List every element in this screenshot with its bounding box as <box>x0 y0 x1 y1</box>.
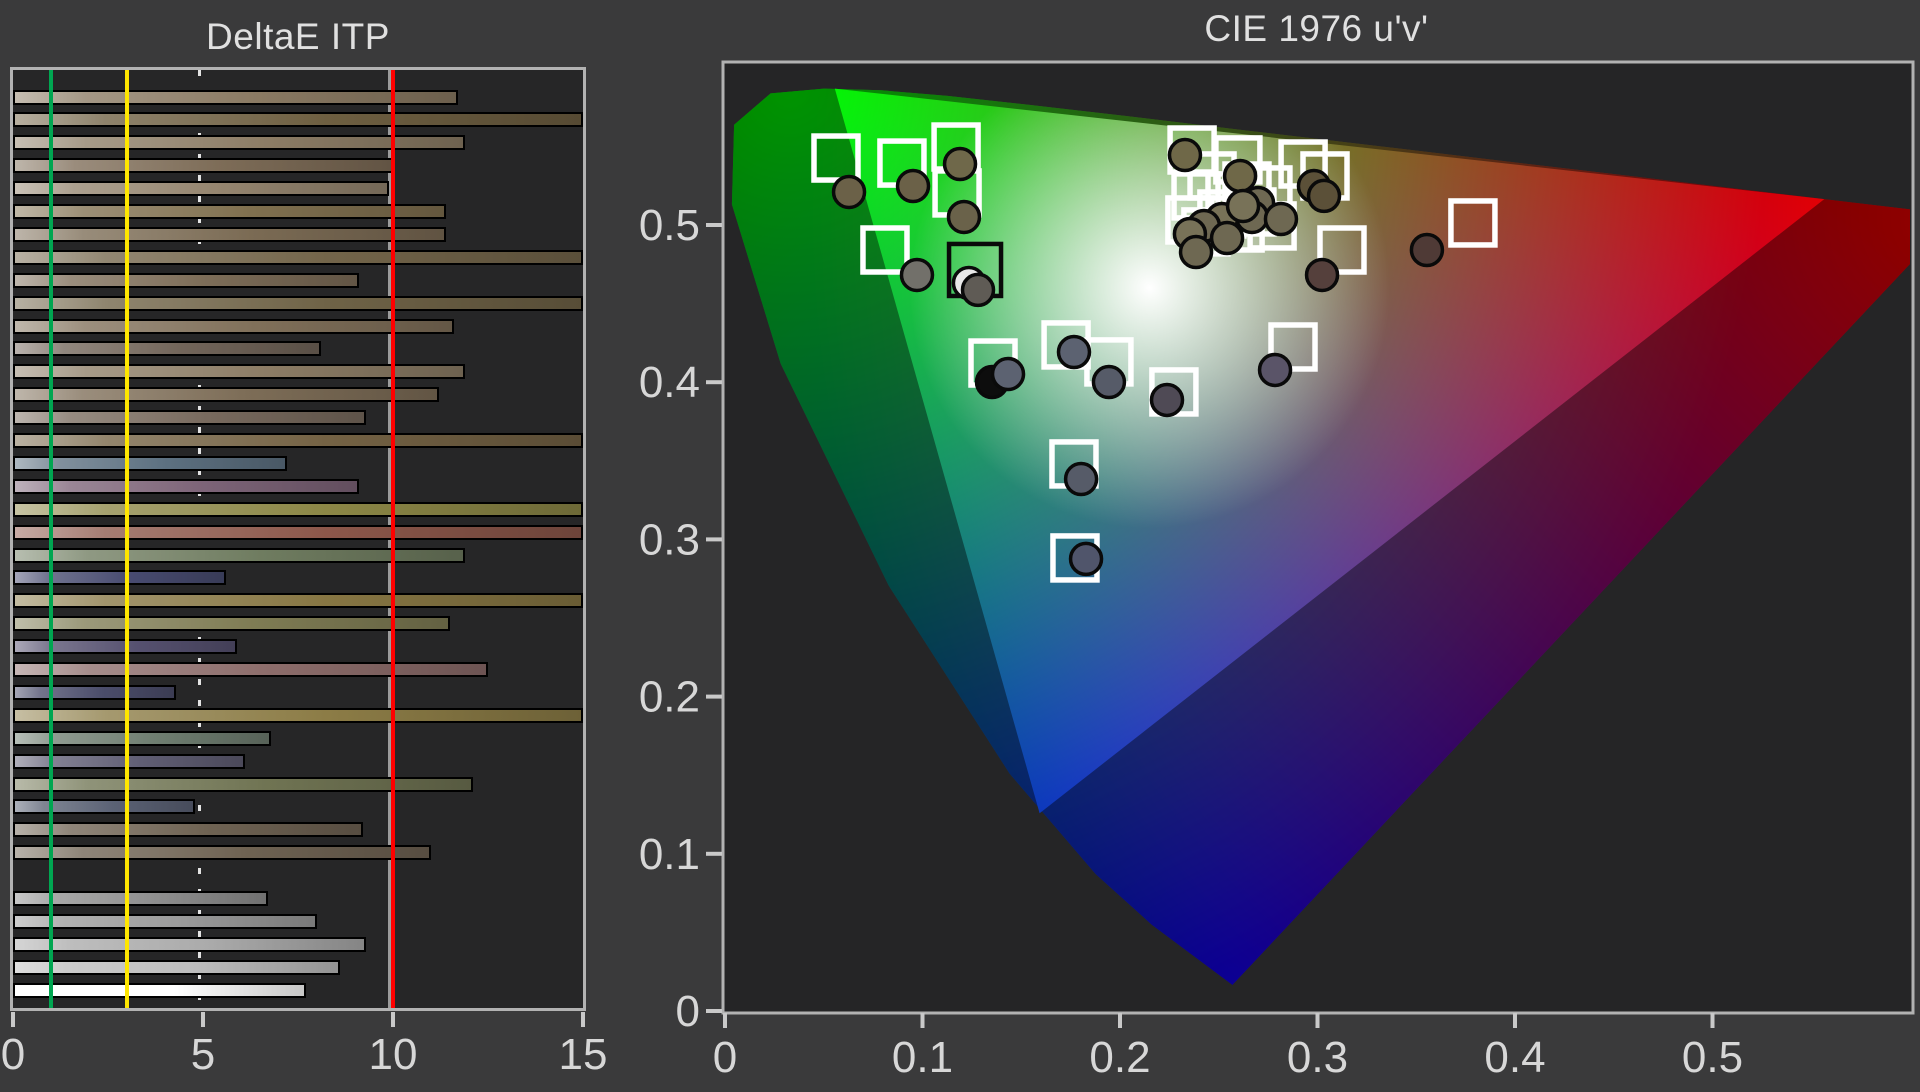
deltae-bar <box>13 135 466 151</box>
deltae-bar <box>13 936 367 952</box>
measurement-dot <box>1209 220 1245 256</box>
measurement-dot <box>1178 234 1214 270</box>
deltae-bar <box>13 662 488 677</box>
deltae-x-tick-label: 5 <box>190 1030 216 1079</box>
deltae-chart-title: DeltaE ITP <box>206 16 390 57</box>
deltae-x-tick-label: 15 <box>558 1030 608 1079</box>
deltae-bar <box>13 822 363 838</box>
deltae-bar <box>13 616 450 632</box>
measurement-dot <box>1306 178 1342 214</box>
deltae-bar <box>13 318 454 334</box>
cie-x-tick-label: 0.3 <box>1287 1033 1348 1082</box>
deltae-bar <box>13 272 359 288</box>
deltae-bar <box>13 364 466 380</box>
measurement-dot <box>1068 541 1104 577</box>
cie-y-tick-label: 0 <box>676 987 700 1036</box>
cie-y-tick-label: 0.4 <box>639 358 700 407</box>
deltae-bar <box>13 89 458 105</box>
deltae-bar <box>13 730 272 746</box>
measurement-dot <box>1409 232 1445 268</box>
cie-chart-title: CIE 1976 u'v' <box>1204 8 1429 49</box>
deltae-bar <box>13 982 306 998</box>
cie-x-tick-label: 0.1 <box>892 1033 953 1082</box>
deltae-bar <box>13 478 359 494</box>
deltae-bar <box>13 707 583 723</box>
target-square <box>860 225 910 275</box>
measurement-dot <box>895 168 931 204</box>
reference-line-fail-limit <box>391 70 395 1008</box>
target-square <box>1448 198 1498 248</box>
measurement-dot <box>899 257 935 293</box>
deltae-bar <box>13 181 390 197</box>
measurement-dot <box>1304 257 1340 293</box>
deltae-bar <box>13 226 447 242</box>
deltae-bar <box>13 593 583 609</box>
deltae-bar <box>13 295 583 311</box>
target-square <box>811 133 861 183</box>
measurement-dots <box>831 137 1445 577</box>
deltae-bar <box>13 387 439 403</box>
measurement-dot <box>1222 158 1258 194</box>
deltae-bar <box>13 959 340 975</box>
measurement-dot <box>1257 352 1293 388</box>
cie-x-tick-label: 0 <box>713 1033 737 1082</box>
deltae-bar <box>13 158 393 174</box>
deltae-bar <box>13 913 317 929</box>
measurement-dot <box>1149 382 1185 418</box>
target-square <box>1268 322 1318 372</box>
deltae-bar <box>13 112 583 128</box>
measurement-dot <box>1263 201 1299 237</box>
cie-y-tick-label: 0.5 <box>639 201 700 250</box>
deltae-bar <box>13 455 287 471</box>
cie-y-tick-label: 0.2 <box>639 673 700 722</box>
deltae-bar <box>13 891 268 906</box>
deltae-bar <box>13 501 583 517</box>
cie-x-tick-label: 0.4 <box>1484 1033 1545 1082</box>
deltae-bar <box>13 570 226 586</box>
deltae-x-tick-label: 0 <box>0 1030 26 1079</box>
deltae-bar <box>13 684 177 700</box>
target-square <box>1317 225 1367 275</box>
deltae-plot-area <box>10 67 586 1011</box>
measurement-dot <box>942 146 978 182</box>
cie-x-tick-label: 0.5 <box>1682 1033 1743 1082</box>
deltae-bar <box>13 249 583 265</box>
cie-y-tick-label: 0.1 <box>639 830 700 879</box>
deltae-bar <box>13 410 367 426</box>
deltae-x-tick <box>11 1012 15 1027</box>
deltae-x-tick <box>391 1012 395 1027</box>
deltae-bar <box>13 547 466 563</box>
cie-axes: 0 0.1 0.2 0.3 0.4 0.5 0 0.1 0.2 0.3 0.4 0.5 <box>639 201 1743 1082</box>
reference-line-warning-limit <box>125 70 129 1008</box>
deltae-x-tick-label: 10 <box>368 1030 418 1079</box>
measurement-dot <box>1056 334 1092 370</box>
measurement-dot <box>831 174 867 210</box>
reference-line-good-limit <box>49 70 53 1008</box>
cie-y-tick-label: 0.3 <box>639 515 700 564</box>
measurement-dot <box>960 272 996 308</box>
deltae-x-tick <box>201 1012 205 1027</box>
deltae-bar <box>13 776 473 792</box>
deltae-bar <box>13 341 321 357</box>
measurement-dot <box>1091 364 1127 400</box>
deltae-bar <box>13 433 583 448</box>
measurement-dot <box>990 356 1026 392</box>
deltae-bar <box>13 799 196 815</box>
deltae-bar <box>13 204 447 219</box>
measurement-dot <box>1167 137 1203 173</box>
deltae-bar <box>13 524 583 540</box>
deltae-bar <box>13 845 431 861</box>
measurement-dot <box>1225 188 1261 224</box>
cie-x-tick-label: 0.2 <box>1089 1033 1150 1082</box>
measurement-dot <box>1063 461 1099 497</box>
measurement-dot <box>946 199 982 235</box>
deltae-x-tick <box>581 1012 585 1027</box>
